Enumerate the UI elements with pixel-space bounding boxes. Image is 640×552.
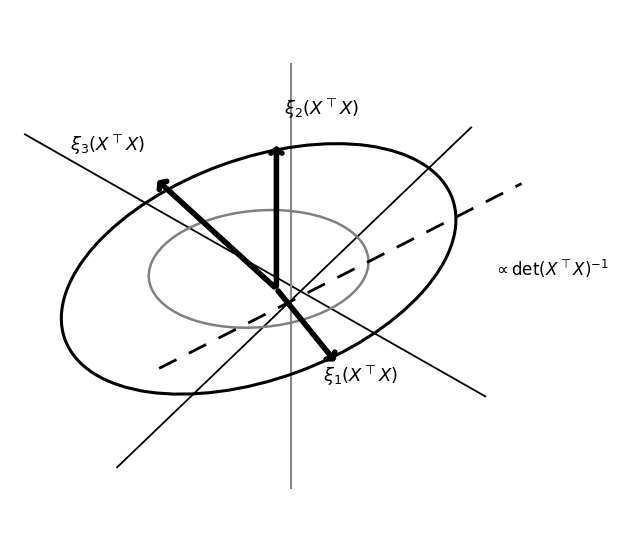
Text: $\xi_1(X^\top X)$: $\xi_1(X^\top X)$ [323,363,398,388]
Text: $\xi_3(X^\top X)$: $\xi_3(X^\top X)$ [70,132,146,157]
Text: $\xi_2(X^\top X)$: $\xi_2(X^\top X)$ [284,97,359,121]
Text: $\propto \det(X^\top X)^{-1}$: $\propto \det(X^\top X)^{-1}$ [493,258,609,280]
